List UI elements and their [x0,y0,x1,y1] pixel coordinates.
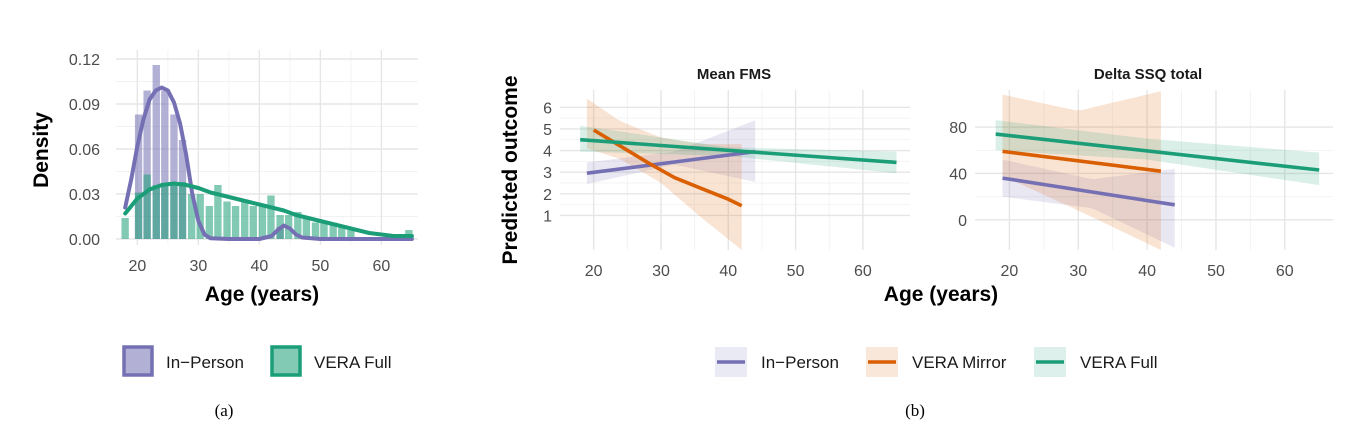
panel-a-x-axis-title: Age (years) [205,283,319,306]
panel-b-y-axis-title: Predicted outcome [499,75,522,264]
panel-a-density-curves [123,85,414,241]
histogram-bar-vera-full [205,206,214,239]
x-tick-label: 60 [854,263,872,280]
ci-ribbon-in-person [1002,159,1175,248]
x-tick-label: 20 [128,258,146,275]
histogram-bar-vera-full [143,174,151,239]
legend-label: In−Person [761,353,839,372]
histogram-bar-in-person [152,65,160,239]
panel-a-tick-labels: 20 30 40 50 60 0.00 0.03 0.06 0.09 0.12 [69,52,391,275]
histogram-bar-vera-full [329,222,337,239]
y-tick-label: 80 [949,120,967,137]
histogram-bar-vera-full [338,225,346,239]
x-tick-label: 50 [1207,263,1225,280]
histogram-bar-vera-full [223,201,231,239]
panel-b-x-axis-title: Age (years) [884,283,998,306]
histogram-bar-vera-full [320,222,328,239]
ci-ribbon-vera-mirror [1002,91,1161,250]
histogram-bar-vera-full [152,185,160,239]
legend-label: VERA Mirror [912,353,1007,372]
histogram-bar-vera-full [258,206,267,239]
density-curve-in-person [123,85,414,241]
y-tick-label: 0.03 [69,187,100,204]
trend-line-vera-mirror [592,128,743,208]
histogram-bar-in-person [134,114,143,239]
x-tick-label: 60 [1276,263,1294,280]
panel-a-density-histogram: 20 30 40 50 60 0.00 0.03 0.06 0.09 0.12 Age (year… [30,50,418,420]
histogram-bar-in-person [143,90,151,239]
x-tick-label: 30 [1069,263,1087,280]
y-tick-label: 2 [543,187,552,204]
x-tick-label: 40 [1138,263,1156,280]
histogram-bar-vera-full [121,218,129,239]
trend-line-vera-full [580,137,897,165]
y-tick-label: 40 [949,166,967,183]
histogram-bar-vera-full [241,201,249,239]
histogram-bar-vera-full [178,182,187,239]
histogram-bar-vera-full [294,212,302,239]
histogram-bar-vera-full [347,230,355,239]
x-tick-label: 40 [250,258,268,275]
histogram-bar-vera-full [231,206,240,239]
histogram-bar-vera-full [311,222,320,239]
legend-label: VERA Full [1080,353,1157,372]
y-tick-label: 0.00 [69,232,100,249]
histogram-bar-vera-full [249,206,257,239]
legend-key-in-person [122,345,154,377]
y-tick-label: 1 [543,208,552,225]
panel-a-legend: In−Person VERA Full [122,345,391,377]
trend-line-in-person [1002,176,1175,207]
histogram-bar-in-person [170,114,178,239]
histogram-bar-vera-full [196,194,204,239]
facet-mean-fms-title: Mean FMS [697,66,771,83]
facet-delta-ssq-total: 20 30 40 50 60 0 40 80 [949,90,1333,280]
panel-b-legend: In−Person VERA Mirror VERA Full [715,347,1157,377]
legend-key-vera-full [270,345,302,377]
panel-b-predicted-outcome: 20 30 40 50 60 1 2 3 4 5 6 20 30 40 50 60 0 40 80 Mean FM… [499,66,1333,420]
y-tick-label: 0.09 [69,97,100,114]
histogram-bar-vera-full [134,192,143,239]
histogram-bar-in-person [161,90,169,239]
legend-label: VERA Full [314,353,391,372]
histogram-bar-vera-full [302,218,311,239]
y-tick-label: 4 [543,144,552,161]
legend-label: In−Person [166,353,244,372]
histogram-bar-vera-full [170,183,178,239]
x-tick-label: 60 [372,258,390,275]
x-tick-label: 30 [189,258,207,275]
histogram-bar-vera-full [214,185,222,239]
y-tick-label: 5 [543,122,552,139]
histogram-bar-vera-full [187,194,196,239]
x-tick-label: 50 [787,263,805,280]
y-tick-label: 3 [543,165,552,182]
histogram-bar-vera-full [161,185,169,239]
density-curve-vera-full [123,181,414,238]
trend-line-in-person [586,149,756,175]
x-tick-label: 30 [652,263,670,280]
x-tick-label: 20 [585,263,603,280]
trend-line-vera-full [995,132,1320,172]
panel-b-caption: (b) [905,401,925,420]
y-tick-label: 0.06 [69,142,100,159]
x-tick-label: 20 [1001,263,1019,280]
y-tick-label: 0.12 [69,52,100,69]
x-tick-label: 40 [719,263,737,280]
panel-a-caption: (a) [215,401,234,420]
y-tick-label: 0 [958,213,967,230]
histogram-bar-vera-full [267,195,275,239]
trend-line-vera-mirror [1002,149,1162,173]
facet-delta-ssq-title: Delta SSQ total [1094,66,1202,83]
ci-ribbon-vera-mirror [586,98,742,250]
y-tick-label: 6 [543,100,552,117]
panel-a-y-axis-title: Density [30,112,53,188]
facet-mean-fms: 20 30 40 50 60 1 2 3 4 5 6 [543,90,910,280]
x-tick-label: 50 [311,258,329,275]
